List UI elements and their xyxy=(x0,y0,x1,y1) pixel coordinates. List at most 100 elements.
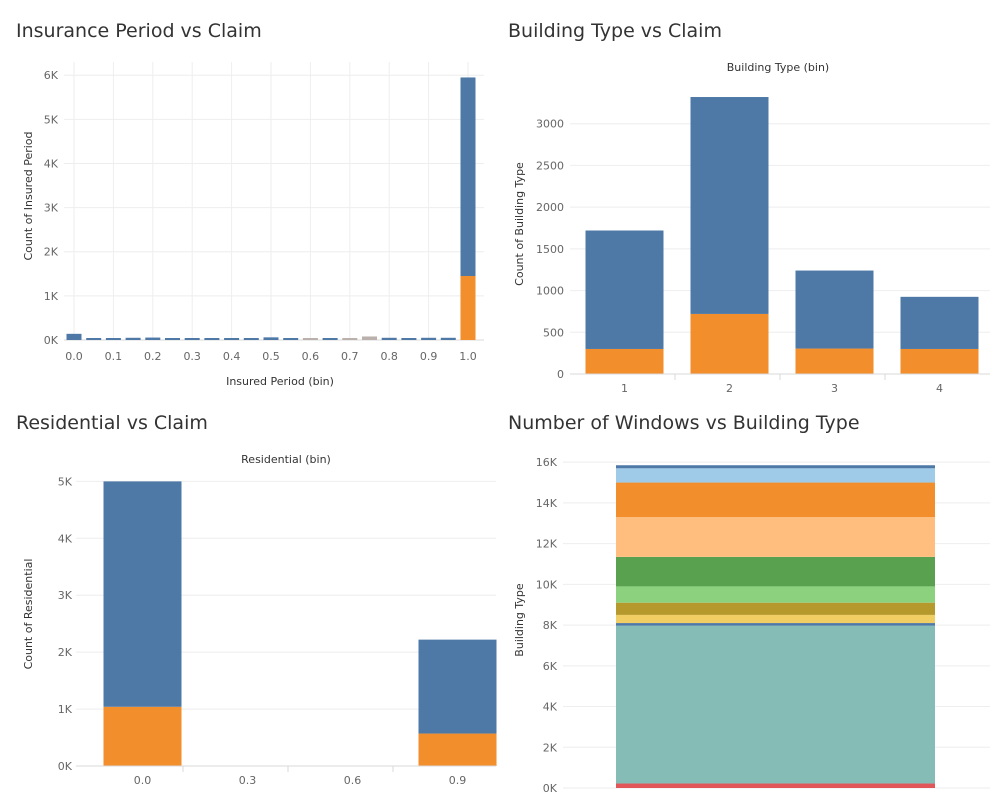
insurance-bar-no-claim xyxy=(302,338,318,340)
residential-bar-no-claim xyxy=(418,639,497,734)
insurance-bar-claim xyxy=(460,276,476,340)
insurance-bar-no-claim xyxy=(440,337,456,340)
insurance-bar-no-claim xyxy=(224,338,240,340)
windows-bar-segment xyxy=(616,614,935,624)
insurance-y-tick-label: 2K xyxy=(44,246,59,259)
insurance-x-tick-label: 0.9 xyxy=(420,350,438,363)
insurance-bar-no-claim xyxy=(125,337,141,340)
windows-y-tick-label: 2K xyxy=(543,741,558,754)
windows-y-axis-title: Building Type xyxy=(513,583,526,657)
insurance-x-tick-label: 0.1 xyxy=(105,350,123,363)
building-x-tick-label: 3 xyxy=(831,382,838,395)
residential-bar-claim xyxy=(103,706,182,766)
windows-bar-segment xyxy=(616,468,935,483)
building-y-tick-label: 2000 xyxy=(536,201,564,214)
insurance-bar-no-claim xyxy=(263,337,279,340)
building-y-axis-title: Count of Building Type xyxy=(513,162,526,286)
building-bar-no-claim xyxy=(900,296,979,349)
insurance-bar-no-claim xyxy=(86,338,102,340)
insurance-bar-no-claim xyxy=(105,338,121,340)
windows-bar-segment xyxy=(616,625,935,784)
building-bar-claim xyxy=(585,348,664,374)
windows-y-tick-label: 6K xyxy=(543,660,558,673)
windows-bar-segment xyxy=(616,556,935,587)
insurance-x-tick-label: 0.2 xyxy=(144,350,162,363)
windows-bar-segment xyxy=(616,465,935,469)
insurance-bar-no-claim xyxy=(66,333,82,340)
residential-x-axis-title: Residential (bin) xyxy=(241,453,331,466)
insurance-x-tick-label: 0.7 xyxy=(341,350,359,363)
residential-y-axis-title: Count of Residential xyxy=(22,559,35,670)
building-x-tick-label: 2 xyxy=(726,382,733,395)
insurance-y-tick-label: 6K xyxy=(44,69,59,82)
residential-x-tick-label: 0.0 xyxy=(134,774,152,787)
insurance-x-axis-title: Insured Period (bin) xyxy=(226,375,334,388)
building-bar-claim xyxy=(690,313,769,374)
insurance-x-tick-label: 0.3 xyxy=(183,350,201,363)
panel-title-insurance-period: Insurance Period vs Claim xyxy=(16,20,262,42)
insurance-bar-no-claim xyxy=(283,338,299,340)
building-y-tick-label: 2500 xyxy=(536,159,564,172)
residential-x-tick-label: 0.9 xyxy=(449,774,467,787)
windows-y-tick-label: 14K xyxy=(536,497,558,510)
insurance-x-tick-label: 0.4 xyxy=(223,350,241,363)
residential-y-tick-label: 5K xyxy=(58,475,73,488)
residential-y-tick-label: 4K xyxy=(58,532,73,545)
residential-x-tick-label: 0.3 xyxy=(239,774,257,787)
residential-bar-claim xyxy=(418,733,497,766)
insurance-bar-no-claim xyxy=(165,338,180,340)
insurance-bar-no-claim xyxy=(145,337,161,340)
insurance-y-tick-label: 5K xyxy=(44,113,59,126)
windows-bar-segment xyxy=(616,623,935,626)
insurance-bar-no-claim xyxy=(322,338,338,340)
insurance-x-tick-label: 0.8 xyxy=(380,350,398,363)
building-y-tick-label: 1500 xyxy=(536,243,564,256)
insurance-bar-no-claim xyxy=(381,337,397,340)
building-x-tick-label: 4 xyxy=(936,382,943,395)
building-y-tick-label: 1000 xyxy=(536,285,564,298)
residential-x-tick-label: 0.6 xyxy=(344,774,362,787)
building-bar-no-claim xyxy=(690,97,769,314)
building-bar-claim xyxy=(795,348,874,374)
insurance-x-tick-label: 0.5 xyxy=(262,350,280,363)
building-y-tick-label: 500 xyxy=(543,326,564,339)
residential-y-tick-label: 0K xyxy=(58,760,73,773)
insurance-bar-no-claim xyxy=(401,338,417,340)
insurance-y-tick-label: 0K xyxy=(44,334,59,347)
windows-bar-segment xyxy=(616,517,935,557)
building-y-tick-label: 3000 xyxy=(536,118,564,131)
building-bar-no-claim xyxy=(795,270,874,349)
windows-y-tick-label: 12K xyxy=(536,538,558,551)
panel-title-building-type: Building Type vs Claim xyxy=(508,20,722,42)
windows-bar-segment xyxy=(616,783,935,788)
insurance-x-tick-label: 0.0 xyxy=(65,350,83,363)
windows-y-tick-label: 10K xyxy=(536,578,558,591)
panel-title-residential: Residential vs Claim xyxy=(16,412,208,434)
building-bar-claim xyxy=(900,348,979,374)
windows-y-tick-label: 8K xyxy=(543,619,558,632)
insurance-bar-no-claim xyxy=(421,337,437,340)
windows-y-tick-label: 0K xyxy=(543,782,558,795)
windows-bar-segment xyxy=(616,482,935,518)
insurance-bar-no-claim xyxy=(243,338,259,340)
building-y-tick-label: 0 xyxy=(557,368,564,381)
residential-y-tick-label: 1K xyxy=(58,703,73,716)
insurance-x-tick-label: 0.6 xyxy=(302,350,320,363)
windows-bar-segment xyxy=(616,586,935,603)
insurance-bar-no-claim xyxy=(184,338,200,340)
insurance-x-tick-label: 1.0 xyxy=(459,350,477,363)
insurance-bar-no-claim xyxy=(460,77,476,277)
residential-bar-no-claim xyxy=(103,481,182,707)
insurance-y-tick-label: 3K xyxy=(44,202,59,215)
building-x-axis-title: Building Type (bin) xyxy=(727,61,829,74)
insurance-y-tick-label: 1K xyxy=(44,290,59,303)
windows-bar-segment xyxy=(616,602,935,615)
panel-title-windows: Number of Windows vs Building Type xyxy=(508,412,860,434)
insurance-bar-no-claim xyxy=(342,338,358,340)
insurance-y-axis-title: Count of Insured Period xyxy=(22,131,35,260)
insurance-bar-no-claim xyxy=(362,336,377,340)
windows-y-tick-label: 16K xyxy=(536,456,558,469)
residential-y-tick-label: 2K xyxy=(58,646,73,659)
insurance-y-tick-label: 4K xyxy=(44,157,59,170)
